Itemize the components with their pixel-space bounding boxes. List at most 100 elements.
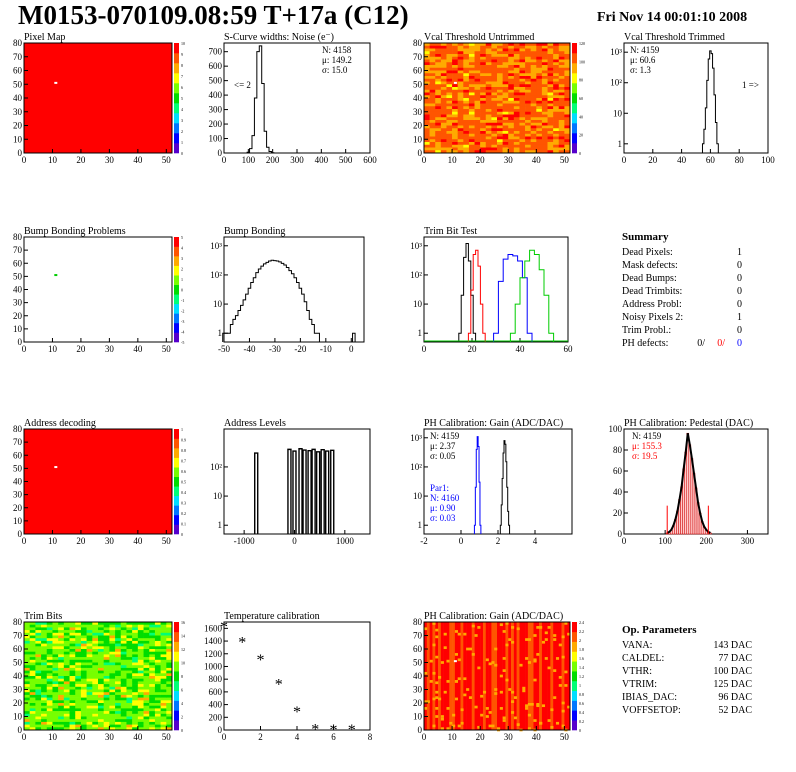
op-param-value: 100 DAC (713, 666, 752, 677)
y-tick-label: 500 (209, 76, 223, 86)
colorbar-segment (174, 332, 179, 343)
colorbar-label: 0 (181, 728, 183, 733)
x-tick-label: 400 (315, 155, 329, 165)
ph-defects-value: 0/ (717, 338, 725, 349)
temperature-point: * (220, 619, 228, 636)
colorbar-label: 0 (181, 151, 183, 156)
y-tick-label: 60 (13, 258, 23, 268)
x-tick-label: -30 (269, 344, 281, 354)
colorbar-label: 1.4 (579, 665, 584, 670)
y-tick-label: 1200 (204, 649, 223, 659)
colorbar-segment (174, 505, 179, 516)
summary-value: 0 (737, 273, 742, 284)
stats-line: N: 4158 (322, 45, 352, 55)
heatmap-cells (24, 43, 172, 153)
x-tick-label: 1000 (336, 536, 355, 546)
colorbar-segment (174, 622, 179, 633)
colorbar-segment (174, 303, 179, 314)
colorbar-label: 0.8 (579, 692, 584, 697)
y-tick-label: 20 (13, 698, 23, 708)
address-peak (307, 450, 312, 534)
y-tick-label: 0 (418, 725, 423, 735)
colorbar-label: 0 (579, 151, 581, 156)
colorbar-segment (174, 467, 179, 478)
colorbar-label: 5 (181, 235, 183, 240)
x-tick-label: 0 (622, 155, 627, 165)
colorbar-label: 2 (181, 267, 183, 272)
colorbar-label: 80 (579, 78, 583, 83)
y-tick-label: 40 (413, 671, 423, 681)
y-tick-label: 30 (413, 685, 423, 695)
colorbar-segment (174, 133, 179, 144)
stats-line: σ: 0.05 (430, 451, 456, 461)
chart-title: Vcal Threshold Untrimmed (424, 32, 534, 43)
colorbar-label: 4 (181, 701, 183, 706)
chart-title: Pixel Map (24, 32, 65, 43)
pedestal-outline (666, 433, 711, 534)
colorbar-segment (174, 313, 179, 324)
colorbar-label: 9 (181, 52, 183, 57)
y-tick-label: 0 (218, 725, 223, 735)
y-tick-label: 40 (13, 477, 23, 487)
x-tick-label: 600 (363, 155, 377, 165)
x-tick-label: 200 (700, 536, 714, 546)
op-param-label: IBIAS_DAC: (622, 692, 677, 703)
y-tick-label: 600 (209, 61, 223, 71)
histogram-scurve: S-Curve widths: Noise (e⁻) 0 100 200 300 400 5… (209, 32, 378, 165)
y-tick-label: 10 (413, 134, 423, 144)
y-tick-label: 200 (209, 119, 223, 129)
colorbar-segment (572, 710, 577, 721)
y-tick-label: 10 (13, 712, 23, 722)
y-tick-label: 1 (418, 520, 423, 530)
colorbar-label: 2 (579, 638, 581, 643)
y-tick-label: 20 (13, 311, 23, 321)
y-tick-label: 300 (209, 105, 223, 115)
x-tick-label: -10 (320, 344, 332, 354)
stats-line: μ: 0.90 (430, 503, 456, 513)
stats-line: σ: 19.5 (632, 451, 658, 461)
y-tick-label: 10 (13, 324, 23, 334)
colorbar-label: 3 (181, 118, 183, 123)
colorbar-segment (572, 661, 577, 672)
y-tick-label: 10³ (610, 47, 622, 57)
x-tick-label: -50 (218, 344, 230, 354)
x-tick-label: 30 (105, 536, 115, 546)
temperature-point: * (257, 652, 265, 669)
chart-title: Bump Bonding Problems (24, 226, 126, 237)
colorbar-segment (572, 700, 577, 711)
summary-value: 0 (737, 299, 742, 310)
y-tick-label: 10 (213, 299, 223, 309)
x-tick-label: 4 (295, 732, 300, 742)
x-tick-label: 30 (105, 344, 115, 354)
y-tick-label: 10² (210, 270, 222, 280)
x-tick-label: 0 (422, 155, 427, 165)
x-tick-label: 40 (133, 344, 143, 354)
y-tick-label: 1 (618, 139, 623, 149)
summary-value: 0 (737, 260, 742, 271)
y-tick-label: 80 (13, 232, 23, 242)
x-tick-label: 10 (48, 536, 58, 546)
colorbar-label: 1 (181, 277, 183, 282)
y-tick-label: 100 (209, 134, 223, 144)
y-tick-label: 0 (18, 725, 23, 735)
heatmap-cells (24, 429, 172, 534)
y-tick-label: 1 (418, 328, 423, 338)
y-tick-label: 0 (18, 337, 23, 347)
colorbar-label: 2 (181, 715, 183, 720)
heatmap-fill (24, 43, 172, 153)
y-tick-label: 10 (613, 108, 623, 118)
x-tick-label: 0 (22, 732, 27, 742)
x-tick-label: 0 (622, 536, 627, 546)
y-tick-label: 10³ (210, 241, 222, 251)
y-tick-label: 60 (413, 66, 423, 76)
x-tick-label: 20 (468, 344, 478, 354)
y-tick-label: 30 (13, 685, 23, 695)
series-line-1 (473, 436, 482, 534)
op-param-label: VTHR: (622, 666, 652, 677)
stats-line: Par1: (430, 483, 449, 493)
colorbar-label: 0.6 (579, 701, 584, 706)
op-param-value: 96 DAC (718, 692, 752, 703)
pedestal-bar (688, 444, 692, 535)
